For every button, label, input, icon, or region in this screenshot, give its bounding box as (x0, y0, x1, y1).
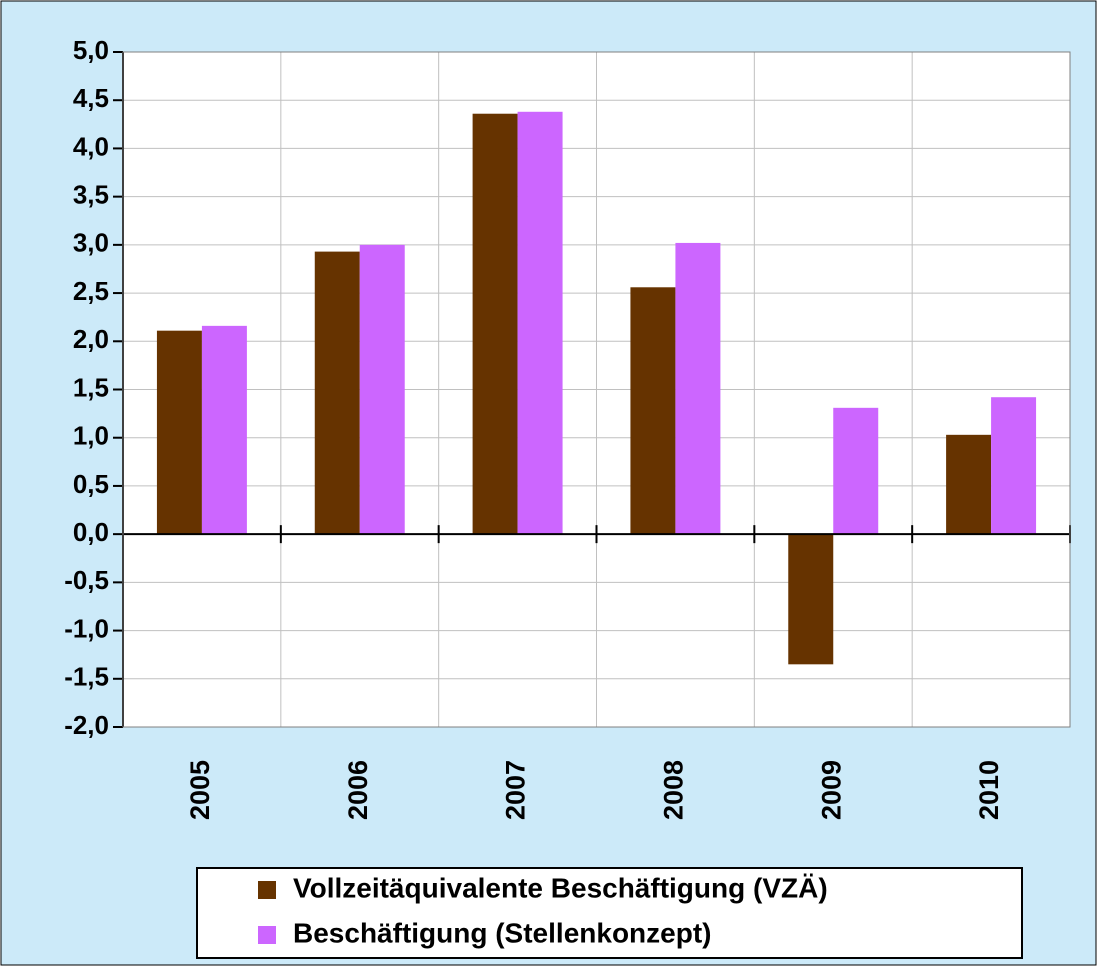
legend-label: Beschäftigung (Stellenkonzept) (293, 917, 711, 948)
y-tick-label: 1,5 (73, 372, 109, 402)
y-tick-label: 3,5 (73, 180, 109, 210)
y-tick-label: 2,5 (73, 276, 109, 306)
bar (630, 287, 676, 535)
x-tick-label: 2007 (501, 760, 531, 820)
y-tick-label: -1,0 (64, 613, 109, 643)
y-tick-label: 0,5 (73, 469, 109, 499)
y-tick-label: 2,0 (73, 324, 109, 354)
bar (359, 244, 405, 535)
bar (946, 434, 992, 535)
bar (156, 330, 202, 535)
y-tick-label: 4,5 (73, 83, 109, 113)
y-tick-label: 5,0 (73, 35, 109, 65)
x-tick-label: 2006 (343, 760, 373, 820)
y-tick-label: 1,0 (73, 421, 109, 451)
y-tick-label: -0,5 (64, 565, 109, 595)
x-tick-label: 2009 (816, 760, 846, 820)
y-tick-label: 0,0 (73, 517, 109, 547)
y-tick-label: -2,0 (64, 710, 109, 740)
legend-label: Vollzeitäquivalente Beschäftigung (VZÄ) (293, 872, 828, 903)
plot-border (122, 51, 1071, 728)
bar (472, 113, 518, 535)
legend-box (196, 867, 1023, 959)
y-tick-label: 4,0 (73, 131, 109, 161)
legend-swatch (258, 881, 276, 899)
x-tick-label: 2008 (659, 760, 689, 820)
x-tick-label: 2010 (974, 760, 1004, 820)
bar (675, 242, 721, 535)
legend-swatch (258, 926, 276, 944)
y-tick-label: -1,5 (64, 662, 109, 692)
y-tick-label: 3,0 (73, 228, 109, 258)
bar (991, 397, 1037, 535)
x-tick-label: 2005 (185, 760, 215, 820)
bar (788, 534, 834, 665)
bar (314, 251, 360, 535)
bar (201, 325, 247, 535)
bar (517, 111, 563, 535)
bar (833, 407, 879, 535)
